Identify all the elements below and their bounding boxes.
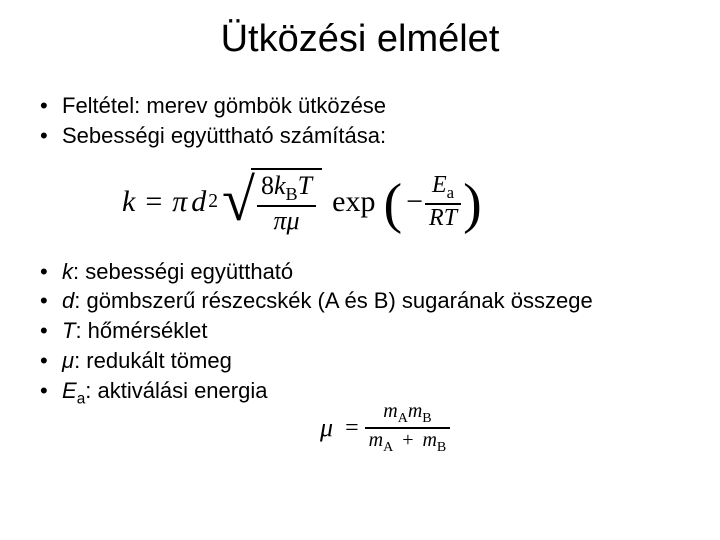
symbol-T: T [62,318,75,343]
bottom-bullet-list: k: sebességi együttható d: gömbszerű rés… [40,257,680,410]
list-item: Feltétel: merev gömbök ütközése [40,91,680,121]
den-mA-A: A [383,440,393,455]
desc-k: : sebességi együttható [73,259,293,284]
top-bullet-list: Feltétel: merev gömbök ütközése Sebesség… [40,91,680,150]
num-k: k [274,171,286,200]
den-pi: π [274,206,287,235]
den-mB-B: B [437,440,446,455]
desc-T: : hőmérséklet [75,318,207,343]
fraction-mAmB-over-sum: mAmB mA + mB [365,400,451,456]
symbol-k: k [62,259,73,284]
open-paren: ( [381,176,404,232]
list-item: Sebességi együttható számítása: [40,121,680,151]
num-kB-sub: B [286,185,298,205]
fraction-8kBT-over-pimu: 8kBT πμ [257,172,316,234]
list-item: k: sebességi együttható [40,257,680,287]
desc-mu: : redukált tömeg [74,348,232,373]
equals-sign: = [339,415,365,442]
list-item: μ: redukált tömeg [40,346,680,376]
rate-constant-formula: k = π d 2 √ 8kBT πμ [120,168,680,234]
exp-function: exp [326,185,381,219]
slide-title: Ütközési elmélet [40,18,680,61]
exponent-2: 2 [208,191,218,213]
symbol-E: E [62,378,77,403]
num-T: T [298,171,312,200]
var-d: d [189,185,208,219]
reduced-mass-formula: μ = mAmB mA + mB [320,400,450,456]
minus-sign: − [404,185,425,219]
num-mB-B: B [422,411,431,426]
den-mB-m: m [422,429,436,451]
list-item: d: gömbszerű részecskék (A és B) sugarán… [40,286,680,316]
symbol-mu: μ [62,348,74,373]
plus-sign: + [398,429,417,451]
equals-sign: = [137,185,170,219]
den-T: T [444,205,457,231]
num-8: 8 [261,171,274,200]
symbol-Ea-sub: a [77,390,86,407]
desc-d: : gömbszerű részecskék (A és B) sugarána… [74,288,592,313]
num-mA-m: m [383,400,397,422]
num-Ea-sub: a [447,183,454,202]
radical-sign: √ [222,170,255,236]
den-mu: μ [287,206,300,235]
symbol-d: d [62,288,74,313]
num-mB-m: m [408,400,422,422]
desc-Ea: : aktiválási energia [85,378,267,403]
square-root: √ 8kBT πμ [222,168,322,234]
num-E: E [432,172,447,198]
den-mA-m: m [369,429,383,451]
fraction-Ea-over-RT: Ea RT [425,172,461,231]
pi-symbol: π [170,185,189,219]
num-mA-A: A [398,411,408,426]
mu-symbol: μ [320,413,339,443]
den-R: R [429,205,444,231]
list-item: T: hőmérséklet [40,316,680,346]
close-paren: ) [461,176,484,232]
var-k: k [120,185,137,219]
